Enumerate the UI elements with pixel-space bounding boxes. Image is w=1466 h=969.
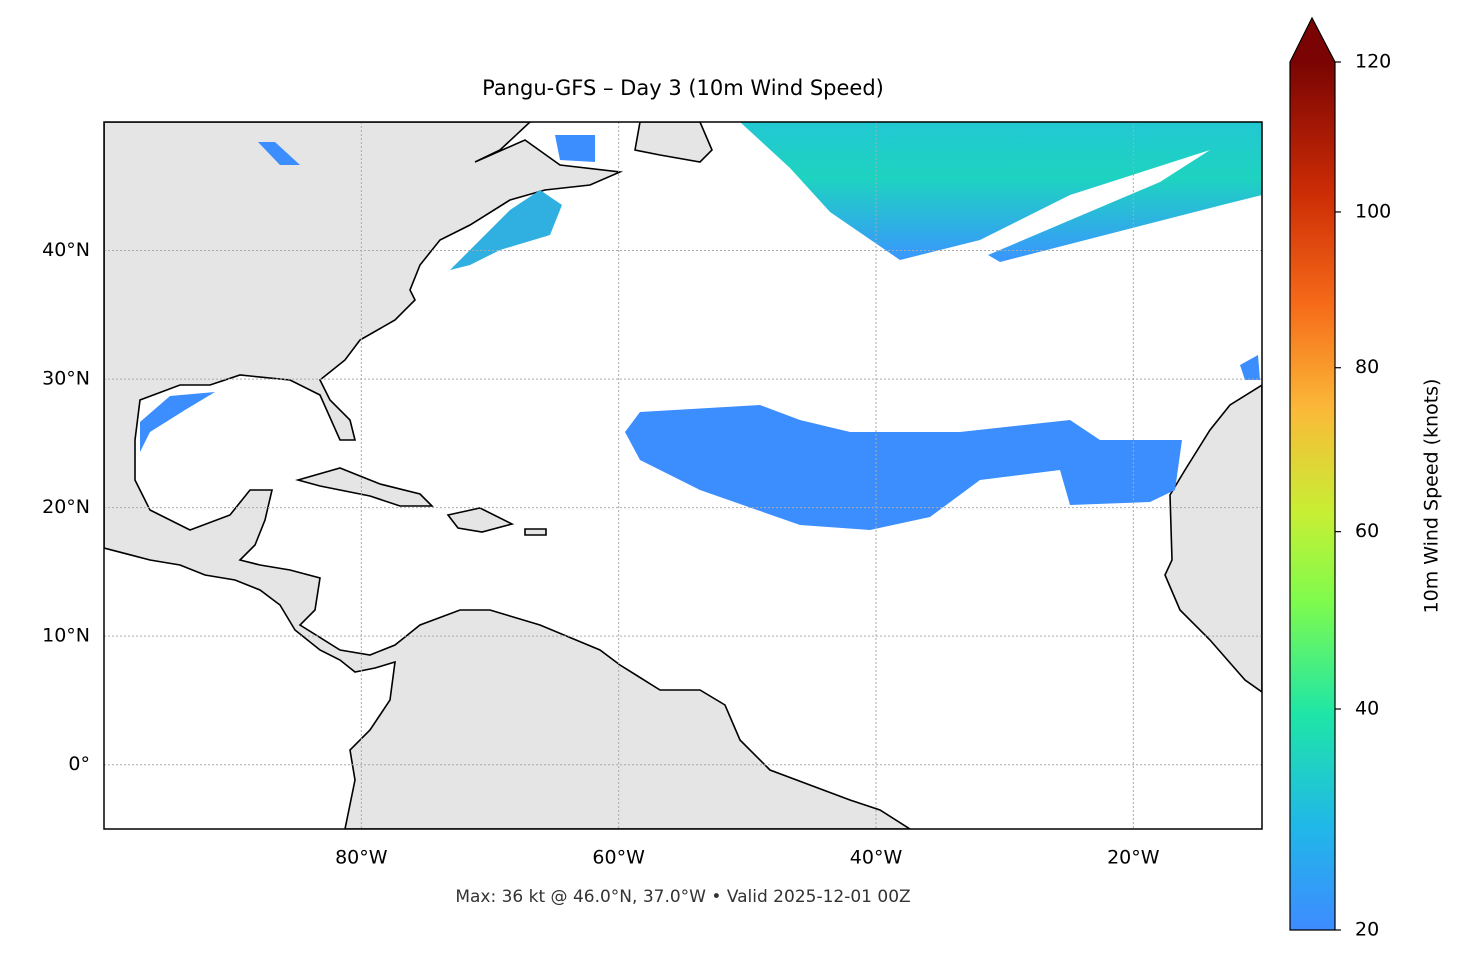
x-tick-label: 20°W <box>1107 847 1160 869</box>
x-tick-label: 40°W <box>850 847 903 869</box>
colorbar-tick-label: 60 <box>1355 520 1379 542</box>
y-tick-label: 30°N <box>42 368 90 390</box>
wind-area <box>625 405 1182 530</box>
colorbar-frame <box>1289 16 1336 931</box>
y-tick-label: 0° <box>68 753 90 775</box>
colorbar-tick-label: 40 <box>1355 697 1379 719</box>
newfoundland <box>634 122 713 163</box>
title: Pangu-GFS – Day 3 (10m Wind Speed) <box>482 76 884 100</box>
hispaniola <box>446 507 515 533</box>
y-tick-label: 20°N <box>42 496 90 518</box>
colorbar-tick-label: 80 <box>1355 356 1379 378</box>
wind-area <box>258 142 300 165</box>
colorbar-extend <box>1290 18 1335 62</box>
footer: Max: 36 kt @ 46.0°N, 37.0°W • Valid 2025… <box>455 887 910 907</box>
colorbar-tick-label: 120 <box>1355 51 1391 73</box>
wind-area <box>740 122 1262 262</box>
x-tick-label: 60°W <box>592 847 645 869</box>
cuba <box>295 467 434 507</box>
map-frame <box>103 121 1263 830</box>
colorbar-label: 10m Wind Speed (knots) <box>1421 379 1443 614</box>
puerto-rico <box>524 528 547 536</box>
wind-area <box>1240 355 1260 380</box>
colorbar <box>1290 62 1335 930</box>
map <box>104 122 1262 829</box>
wind-area <box>555 135 595 162</box>
y-tick-label: 40°N <box>42 239 90 261</box>
colorbar-tick-label: 100 <box>1355 200 1391 222</box>
wind-area <box>450 190 562 270</box>
africa <box>1164 384 1262 693</box>
colorbar-tick-label: 20 <box>1355 919 1379 941</box>
wind-area <box>140 392 215 452</box>
x-tick-label: 80°W <box>335 847 388 869</box>
y-tick-label: 10°N <box>42 625 90 647</box>
americas <box>104 122 912 829</box>
